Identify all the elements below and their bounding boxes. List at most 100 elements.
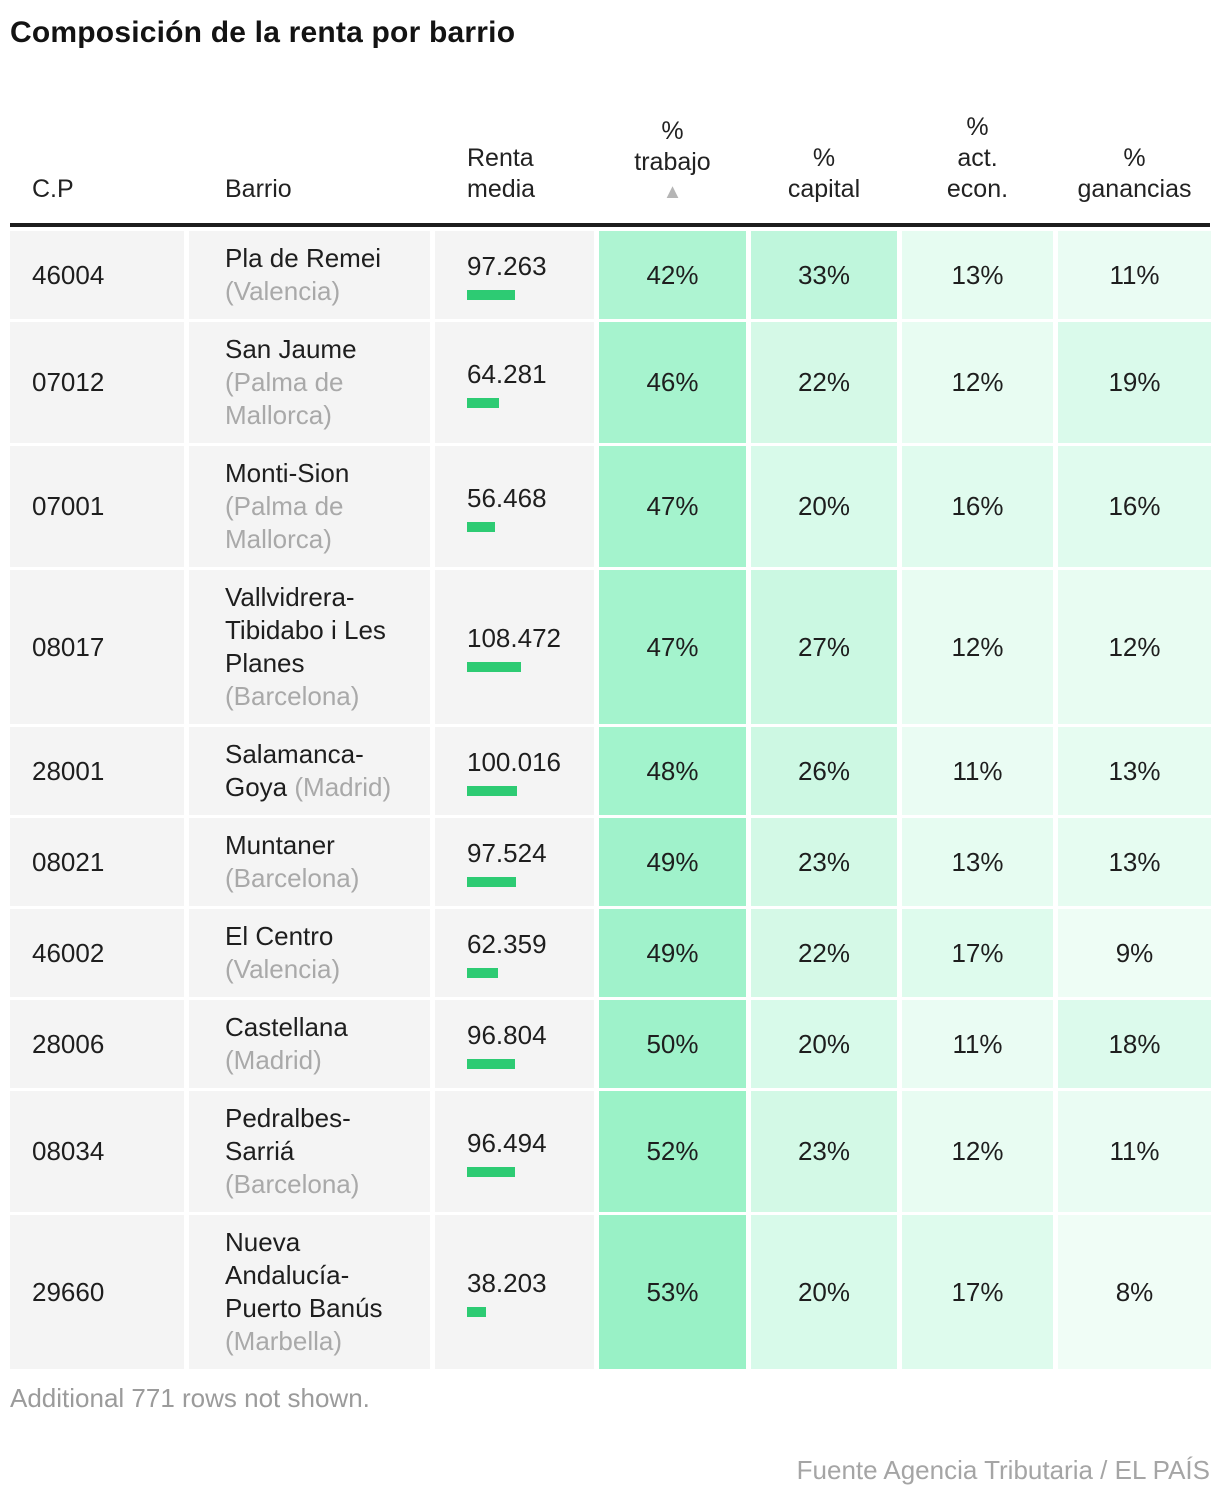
pct-capital-cell: 23% bbox=[751, 818, 897, 906]
renta-media-value: 62.359 bbox=[467, 929, 547, 959]
pct-ganancias-cell: 13% bbox=[1058, 727, 1211, 815]
barrio-city: (Palma de Mallorca) bbox=[225, 367, 344, 430]
renta-media-cell: 108.472 bbox=[435, 570, 594, 724]
barrio-cell: Pedralbes-Sarriá (Barcelona) bbox=[189, 1091, 430, 1212]
pct-ganancias-cell: 9% bbox=[1058, 909, 1211, 997]
barrio-cell: El Centro (Valencia) bbox=[189, 909, 430, 997]
column-header-label: % bbox=[966, 113, 989, 141]
pct-trabajo-cell: 50% bbox=[599, 1000, 746, 1088]
postal-code-cell: 28006 bbox=[10, 1000, 184, 1088]
column-header-label: capital bbox=[787, 175, 861, 203]
pct-act-econ-cell: 11% bbox=[902, 727, 1053, 815]
renta-media-cell: 97.263 bbox=[435, 231, 594, 319]
pct-ganancias-cell: 8% bbox=[1058, 1215, 1211, 1369]
pct-ganancias-cell: 11% bbox=[1058, 1091, 1211, 1212]
column-header-act_econ[interactable]: % act. econ. bbox=[902, 112, 1053, 205]
renta-media-value: 100.016 bbox=[467, 747, 561, 777]
pct-trabajo-cell: 53% bbox=[599, 1215, 746, 1369]
renta-media-cell: 38.203 bbox=[435, 1215, 594, 1369]
pct-act-econ-cell: 13% bbox=[902, 231, 1053, 319]
renta-media-bar bbox=[467, 1059, 515, 1069]
column-header-label: ganancias bbox=[1077, 175, 1192, 203]
barrio-cell: Castellana (Madrid) bbox=[189, 1000, 430, 1088]
renta-media-cell: 96.804 bbox=[435, 1000, 594, 1088]
table-row: 28001 Salamanca-Goya (Madrid) 100.016 48% 26… bbox=[10, 727, 1211, 815]
table-row: 08034 Pedralbes-Sarriá (Barcelona) 96.494 5… bbox=[10, 1091, 1211, 1212]
renta-media-cell: 62.359 bbox=[435, 909, 594, 997]
barrio-city: (Madrid) bbox=[294, 772, 392, 802]
postal-code-cell: 08017 bbox=[10, 570, 184, 724]
pct-ganancias-cell: 19% bbox=[1058, 322, 1211, 443]
pct-capital-cell: 27% bbox=[751, 570, 897, 724]
pct-act-econ-cell: 16% bbox=[902, 446, 1053, 567]
renta-media-bar bbox=[467, 786, 517, 796]
column-header-ganancias[interactable]: % ganancias bbox=[1058, 112, 1211, 205]
renta-media-value: 108.472 bbox=[467, 623, 561, 653]
barrio-cell: San Jaume (Palma de Mallorca) bbox=[189, 322, 430, 443]
renta-media-cell: 64.281 bbox=[435, 322, 594, 443]
column-header-barrio[interactable]: Barrio bbox=[189, 112, 430, 205]
pct-trabajo-cell: 42% bbox=[599, 231, 746, 319]
column-header-label: econ. bbox=[946, 175, 1009, 203]
barrio-city: (Palma de Mallorca) bbox=[225, 491, 344, 554]
renta-media-value: 96.494 bbox=[467, 1127, 547, 1158]
pct-trabajo-cell: 49% bbox=[599, 909, 746, 997]
column-header-renta[interactable]: Renta media bbox=[435, 112, 594, 205]
column-header-label: act. bbox=[957, 144, 998, 172]
column-header-label: % bbox=[812, 144, 836, 172]
renta-media-bar bbox=[467, 290, 515, 300]
barrio-city: (Madrid) bbox=[225, 1045, 322, 1075]
barrio-city: (Barcelona) bbox=[225, 1169, 360, 1199]
column-header-label: media bbox=[467, 175, 536, 203]
barrio-name: Vallvidrera-Tibidabo i Les Planes bbox=[225, 582, 386, 678]
pct-trabajo-cell: 46% bbox=[599, 322, 746, 443]
barrio-cell: Nueva Andalucía-Puerto Banús (Marbella) bbox=[189, 1215, 430, 1369]
renta-media-bar bbox=[467, 397, 499, 408]
pct-capital-cell: 20% bbox=[751, 446, 897, 567]
column-header-capital[interactable]: % capital bbox=[751, 112, 897, 205]
pct-act-econ-cell: 17% bbox=[902, 1215, 1053, 1369]
pct-ganancias-cell: 13% bbox=[1058, 818, 1211, 906]
renta-media-bar bbox=[467, 877, 516, 887]
barrio-name: Muntaner bbox=[225, 830, 335, 860]
renta-media-bar bbox=[467, 1166, 515, 1177]
postal-code-cell: 46004 bbox=[10, 231, 184, 319]
page-title: Composición de la renta por barrio bbox=[10, 16, 516, 49]
column-header-label: % bbox=[1123, 144, 1146, 172]
barrio-city: (Valencia) bbox=[225, 954, 341, 984]
renta-media-value: 38.203 bbox=[467, 1268, 547, 1298]
table-body: 46004 Pla de Remei (Valencia) 97.263 42% 33%… bbox=[10, 231, 1211, 1369]
pct-capital-cell: 22% bbox=[751, 909, 897, 997]
pct-trabajo-cell: 52% bbox=[599, 1091, 746, 1212]
postal-code-cell: 07012 bbox=[10, 322, 184, 443]
pct-act-econ-cell: 11% bbox=[902, 1000, 1053, 1088]
renta-media-cell: 96.494 bbox=[435, 1091, 594, 1212]
table-row: 46002 El Centro (Valencia) 62.359 49% 22% 17%… bbox=[10, 909, 1211, 997]
barrio-cell: Muntaner (Barcelona) bbox=[189, 818, 430, 906]
table-row: 08017 Vallvidrera-Tibidabo i Les Planes (… bbox=[10, 570, 1211, 724]
column-header-trabajo[interactable]: % trabajo ▲ bbox=[599, 112, 746, 205]
table-row: 29660 Nueva Andalucía-Puerto Banús (Marbe… bbox=[10, 1215, 1211, 1369]
column-header-cp[interactable]: C.P bbox=[10, 112, 184, 205]
renta-media-value: 56.468 bbox=[467, 482, 547, 513]
pct-ganancias-cell: 18% bbox=[1058, 1000, 1211, 1088]
pct-capital-cell: 23% bbox=[751, 1091, 897, 1212]
sort-ascending-icon[interactable]: ▲ bbox=[662, 181, 683, 203]
renta-media-bar bbox=[467, 521, 495, 532]
pct-capital-cell: 20% bbox=[751, 1000, 897, 1088]
barrio-name: Pedralbes-Sarriá bbox=[225, 1103, 351, 1166]
postal-code-cell: 46002 bbox=[10, 909, 184, 997]
column-header-label: C.P bbox=[32, 175, 74, 203]
pct-capital-cell: 20% bbox=[751, 1215, 897, 1369]
column-header-label: trabajo bbox=[634, 148, 711, 176]
barrio-city: (Valencia) bbox=[225, 276, 341, 306]
barrio-name: Salamanca-Goya bbox=[225, 739, 364, 802]
pct-capital-cell: 26% bbox=[751, 727, 897, 815]
table-row: 07012 San Jaume (Palma de Mallorca) 64.281… bbox=[10, 322, 1211, 443]
barrio-name: San Jaume bbox=[225, 334, 357, 364]
barrio-cell: Salamanca-Goya (Madrid) bbox=[189, 727, 430, 815]
pct-trabajo-cell: 47% bbox=[599, 570, 746, 724]
barrio-name: El Centro bbox=[225, 921, 334, 951]
postal-code-cell: 07001 bbox=[10, 446, 184, 567]
